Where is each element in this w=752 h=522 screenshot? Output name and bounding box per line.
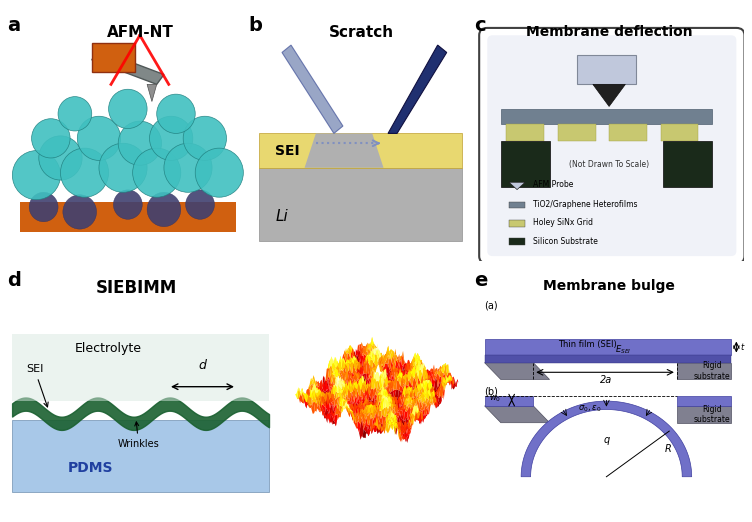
Bar xyxy=(509,238,525,245)
FancyBboxPatch shape xyxy=(479,28,744,264)
Text: $w_0$: $w_0$ xyxy=(489,394,501,404)
Bar xyxy=(12,420,269,492)
Circle shape xyxy=(29,192,58,222)
Text: Rigid
substrate: Rigid substrate xyxy=(693,361,730,381)
Polygon shape xyxy=(484,363,550,379)
Circle shape xyxy=(32,118,70,158)
Bar xyxy=(12,334,269,401)
Polygon shape xyxy=(677,363,731,379)
Bar xyxy=(660,124,699,141)
Text: AFM Probe: AFM Probe xyxy=(533,180,574,189)
Text: SEI: SEI xyxy=(275,144,300,158)
Bar xyxy=(259,134,462,168)
Text: TiO2/Graphene Heterofilms: TiO2/Graphene Heterofilms xyxy=(533,200,638,209)
FancyBboxPatch shape xyxy=(487,35,736,256)
Bar xyxy=(663,141,712,187)
Polygon shape xyxy=(677,396,731,406)
Text: Membrane bulge: Membrane bulge xyxy=(543,279,675,293)
Text: d: d xyxy=(199,359,206,372)
Text: Electrolyte: Electrolyte xyxy=(75,342,142,355)
Bar xyxy=(509,220,525,227)
Text: Thin film (SEI): Thin film (SEI) xyxy=(558,340,617,349)
Circle shape xyxy=(108,89,147,128)
Text: PDMS: PDMS xyxy=(68,461,113,476)
Bar xyxy=(506,124,544,141)
Bar xyxy=(501,141,550,187)
Text: a: a xyxy=(8,16,20,34)
Circle shape xyxy=(147,192,180,227)
Text: (Not Drawn To Scale): (Not Drawn To Scale) xyxy=(569,160,649,170)
Text: 2a: 2a xyxy=(600,375,613,385)
Circle shape xyxy=(60,148,108,197)
Bar xyxy=(577,55,636,85)
Text: b: b xyxy=(248,16,262,34)
Polygon shape xyxy=(484,396,533,406)
Bar xyxy=(509,201,525,208)
Circle shape xyxy=(39,136,82,180)
Text: t: t xyxy=(741,342,744,352)
Text: c: c xyxy=(474,16,485,34)
Text: Membrane deflection: Membrane deflection xyxy=(526,26,693,40)
Bar xyxy=(558,124,596,141)
Circle shape xyxy=(118,121,162,165)
Text: Silicon Substrate: Silicon Substrate xyxy=(533,236,598,246)
Circle shape xyxy=(186,190,214,219)
Circle shape xyxy=(183,116,226,160)
Text: R: R xyxy=(664,444,671,454)
Polygon shape xyxy=(282,45,343,134)
Polygon shape xyxy=(509,182,525,189)
Circle shape xyxy=(12,151,60,200)
Bar xyxy=(20,202,236,232)
Polygon shape xyxy=(521,401,692,477)
Circle shape xyxy=(164,143,212,192)
Circle shape xyxy=(150,116,193,160)
Circle shape xyxy=(132,148,180,197)
Text: $\sigma_0, \varepsilon_0$: $\sigma_0, \varepsilon_0$ xyxy=(578,403,602,413)
Text: SEI: SEI xyxy=(26,364,48,407)
Polygon shape xyxy=(677,406,731,423)
Polygon shape xyxy=(484,406,550,423)
Text: Li: Li xyxy=(275,209,288,224)
Circle shape xyxy=(196,148,244,197)
Text: d: d xyxy=(8,271,21,290)
Bar xyxy=(92,43,135,72)
Circle shape xyxy=(58,97,92,131)
Text: e: e xyxy=(474,271,487,290)
Text: SIEBIMM: SIEBIMM xyxy=(96,279,177,296)
Polygon shape xyxy=(147,85,156,101)
Polygon shape xyxy=(593,85,626,106)
Circle shape xyxy=(99,143,147,192)
Circle shape xyxy=(156,94,196,134)
Text: AFM-NT: AFM-NT xyxy=(107,26,173,41)
Text: Rigid
substrate: Rigid substrate xyxy=(693,405,730,424)
Text: Wrinkles: Wrinkles xyxy=(117,422,159,449)
Text: Scratch: Scratch xyxy=(329,26,393,41)
Polygon shape xyxy=(484,339,731,355)
Text: (b): (b) xyxy=(484,387,499,397)
Polygon shape xyxy=(388,45,447,134)
Polygon shape xyxy=(484,355,731,363)
Circle shape xyxy=(114,190,142,219)
Circle shape xyxy=(77,116,120,160)
Polygon shape xyxy=(305,134,384,168)
Text: Holey SiNx Grid: Holey SiNx Grid xyxy=(533,219,593,228)
Text: (a): (a) xyxy=(484,300,499,310)
Circle shape xyxy=(63,195,96,229)
Bar xyxy=(609,124,647,141)
Bar xyxy=(501,109,712,124)
Polygon shape xyxy=(92,50,164,85)
Bar xyxy=(259,168,462,241)
Text: $E_{SEI}$: $E_{SEI}$ xyxy=(614,343,631,355)
Text: q: q xyxy=(603,435,610,445)
